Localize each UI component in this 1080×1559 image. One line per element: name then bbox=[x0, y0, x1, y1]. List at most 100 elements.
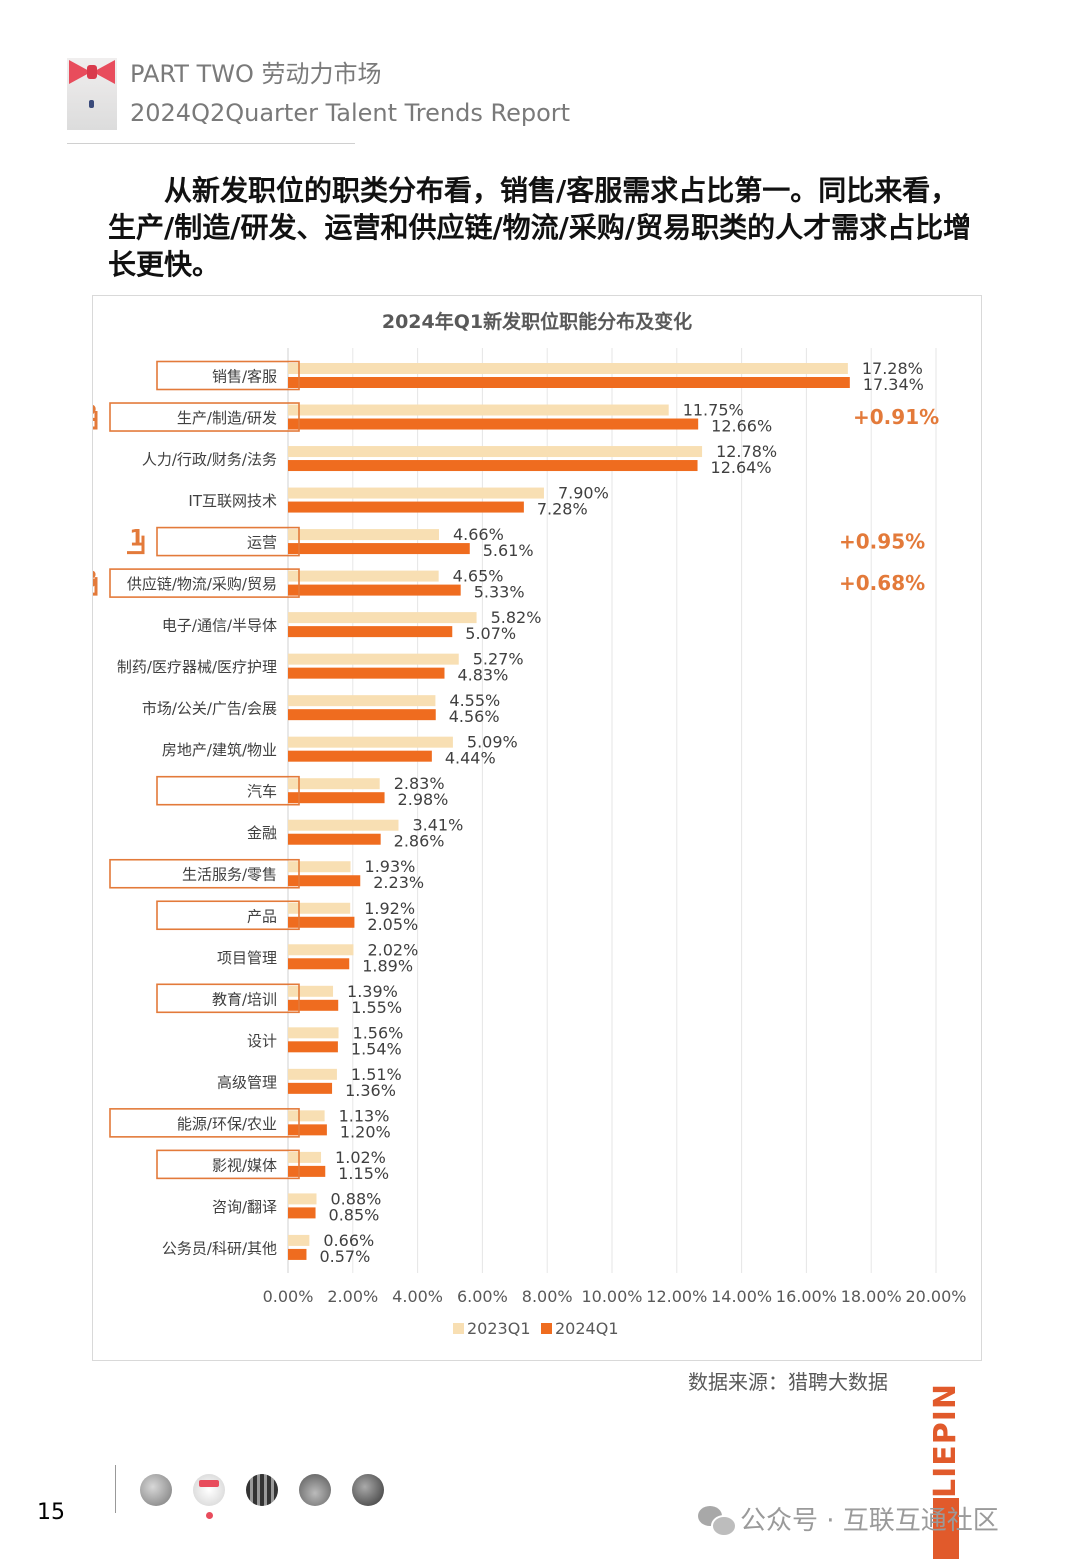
x-tick-label-5: 10.00% bbox=[581, 1287, 642, 1306]
value-label-2024-10: 2.98% bbox=[398, 790, 449, 809]
category-label-2: 人力/行政/财务/法务 bbox=[142, 451, 277, 469]
category-label-14: 项目管理 bbox=[217, 949, 277, 967]
value-label-2023-14: 2.02% bbox=[367, 940, 418, 959]
category-label-21: 公务员/科研/其他 bbox=[162, 1239, 277, 1257]
bar-chart: 2024年Q1新发职位职能分布及变化 0.00% 2.00% 4.00% 6.00% 8.… bbox=[93, 310, 967, 1338]
bar-2024-21 bbox=[288, 1248, 307, 1260]
chart-container: 2024年Q1新发职位职能分布及变化 0.00% 2.00% 4.00% 6.00% 8.… bbox=[92, 295, 982, 1361]
legend-swatch-2024 bbox=[541, 1323, 552, 1334]
chart-title: 2024年Q1新发职位职能分布及变化 bbox=[382, 310, 692, 333]
bar-2023-17 bbox=[288, 1068, 337, 1080]
category-label-15: 教育/培训 bbox=[212, 990, 277, 1008]
value-label-2023-9: 5.09% bbox=[467, 733, 518, 752]
change-annotation-1: +0.95% bbox=[839, 530, 925, 554]
nav-thumb-1[interactable] bbox=[140, 1474, 172, 1506]
value-label-2023-10: 2.83% bbox=[394, 774, 445, 793]
nav-thumb-3[interactable] bbox=[246, 1474, 278, 1506]
value-label-2024-12: 2.23% bbox=[373, 873, 424, 892]
x-tick-label-0: 0.00% bbox=[263, 1287, 314, 1306]
category-label-12: 生活服务/零售 bbox=[182, 866, 277, 884]
headline-text: 从新发职位的职类分布看，销售/客服需求占比第一。同比来看，生产/制造/研发、运营… bbox=[108, 174, 972, 281]
bar-2024-17 bbox=[288, 1082, 333, 1094]
bar-2023-3 bbox=[288, 487, 544, 499]
value-label-2023-0: 17.28% bbox=[862, 359, 923, 378]
value-label-2023-5: 4.65% bbox=[453, 567, 504, 586]
highlight-box-18 bbox=[109, 1108, 300, 1138]
value-label-2024-15: 1.55% bbox=[351, 998, 402, 1017]
value-label-2023-15: 1.39% bbox=[347, 982, 398, 1001]
category-label-4: 运营 bbox=[247, 534, 277, 552]
value-label-2023-4: 4.66% bbox=[453, 525, 504, 544]
bar-2024-5 bbox=[288, 584, 461, 596]
x-tick-label-1: 2.00% bbox=[327, 1287, 378, 1306]
x-tick-label-4: 8.00% bbox=[522, 1287, 573, 1306]
x-tick-label-6: 12.00% bbox=[646, 1287, 707, 1306]
highlight-box-0 bbox=[156, 360, 300, 391]
bar-2024-1 bbox=[288, 418, 699, 430]
rank-bracket-3 bbox=[93, 577, 98, 596]
bar-2023-0 bbox=[288, 363, 848, 374]
bar-2024-9 bbox=[288, 750, 432, 762]
value-label-2024-4: 5.61% bbox=[483, 541, 534, 560]
category-label-16: 设计 bbox=[247, 1032, 277, 1050]
value-label-2023-18: 1.13% bbox=[339, 1106, 390, 1125]
bar-2024-18 bbox=[288, 1124, 327, 1136]
bar-2024-11 bbox=[288, 833, 381, 845]
nav-thumb-4[interactable] bbox=[299, 1474, 331, 1506]
change-annotation-0: +0.91% bbox=[853, 405, 939, 429]
value-label-2023-17: 1.51% bbox=[351, 1065, 402, 1084]
value-label-2023-2: 12.78% bbox=[716, 442, 777, 461]
bar-2023-6 bbox=[288, 612, 477, 624]
value-label-2023-3: 7.90% bbox=[558, 484, 609, 503]
bar-2024-4 bbox=[288, 543, 470, 555]
change-annotation-2: +0.68% bbox=[839, 571, 925, 595]
page-number: 15 bbox=[37, 1500, 65, 1525]
bar-2024-3 bbox=[288, 501, 524, 513]
bar-2024-10 bbox=[288, 792, 385, 804]
value-label-2023-6: 5.82% bbox=[491, 608, 542, 627]
legend-label-2024: 2024Q1 bbox=[555, 1319, 619, 1338]
value-label-2024-5: 5.33% bbox=[474, 583, 525, 602]
header-photo bbox=[67, 58, 117, 130]
highlight-box-15 bbox=[156, 983, 300, 1014]
nav-thumb-2[interactable] bbox=[193, 1474, 225, 1506]
brand-logo: LIEPIN bbox=[928, 1378, 963, 1498]
bar-2023-10 bbox=[288, 778, 380, 790]
value-label-2023-21: 0.66% bbox=[323, 1231, 374, 1250]
category-label-1: 生产/制造/研发 bbox=[177, 409, 277, 427]
wechat-icon bbox=[698, 1506, 737, 1537]
highlight-box-19 bbox=[156, 1149, 300, 1180]
legend-swatch-2023 bbox=[453, 1323, 464, 1334]
value-label-2024-9: 4.44% bbox=[445, 749, 496, 768]
rank-bracket-2 bbox=[93, 411, 98, 430]
category-label-3: IT互联网技术 bbox=[188, 492, 277, 510]
bar-2024-16 bbox=[288, 1041, 338, 1053]
value-label-2023-7: 5.27% bbox=[473, 650, 524, 669]
category-label-9: 房地产/建筑/物业 bbox=[162, 741, 277, 759]
value-label-2023-13: 1.92% bbox=[364, 899, 415, 918]
bar-2024-6 bbox=[288, 626, 453, 638]
nav-thumb-5[interactable] bbox=[352, 1474, 384, 1506]
highlight-box-10 bbox=[156, 775, 300, 806]
legend-label-2023: 2023Q1 bbox=[467, 1319, 531, 1338]
rank-number-1: 1 bbox=[129, 527, 144, 552]
bar-2024-15 bbox=[288, 999, 339, 1011]
header-report-title: 2024Q2Quarter Talent Trends Report bbox=[130, 99, 571, 127]
x-tick-label-9: 18.00% bbox=[841, 1287, 902, 1306]
bar-2023-18 bbox=[288, 1110, 325, 1122]
footer-watermark: 公众号 · 互联互通社区 bbox=[698, 1500, 999, 1537]
bar-2023-1 bbox=[288, 404, 669, 416]
value-label-2023-19: 1.02% bbox=[335, 1148, 386, 1167]
value-label-2024-20: 0.85% bbox=[329, 1205, 380, 1224]
bar-2024-2 bbox=[288, 460, 698, 472]
bar-2023-20 bbox=[288, 1193, 317, 1205]
bar-2023-13 bbox=[288, 902, 351, 914]
bar-2024-14 bbox=[288, 958, 350, 970]
watermark-text: 公众号 · 互联互通社区 bbox=[740, 1506, 999, 1536]
value-label-2023-16: 1.56% bbox=[353, 1023, 404, 1042]
value-label-2024-2: 12.64% bbox=[711, 458, 772, 477]
value-label-2024-3: 7.28% bbox=[537, 500, 588, 519]
category-label-17: 高级管理 bbox=[217, 1073, 277, 1091]
bar-2024-0 bbox=[288, 377, 850, 388]
value-label-2024-1: 12.66% bbox=[711, 417, 772, 436]
